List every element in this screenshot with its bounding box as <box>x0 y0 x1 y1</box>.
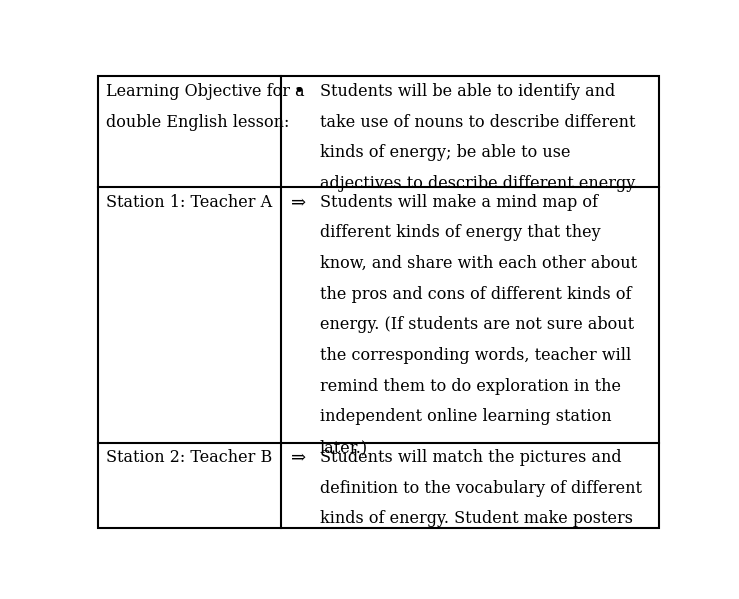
Text: Students will match the pictures and
definition to the vocabulary of different
k: Students will match the pictures and def… <box>320 449 642 558</box>
Text: ⇒: ⇒ <box>291 193 307 211</box>
Text: Station 2: Teacher B: Station 2: Teacher B <box>106 449 272 466</box>
Text: Station 1: Teacher A: Station 1: Teacher A <box>106 193 272 211</box>
Text: •: • <box>293 83 304 101</box>
Text: ⇒: ⇒ <box>291 449 307 467</box>
Text: Learning Objective for a
double English lesson:: Learning Objective for a double English … <box>106 83 304 131</box>
Text: Students will be able to identify and
take use of nouns to describe different
ki: Students will be able to identify and ta… <box>320 83 638 192</box>
Text: Students will make a mind map of
different kinds of energy that they
know, and s: Students will make a mind map of differe… <box>320 193 637 456</box>
